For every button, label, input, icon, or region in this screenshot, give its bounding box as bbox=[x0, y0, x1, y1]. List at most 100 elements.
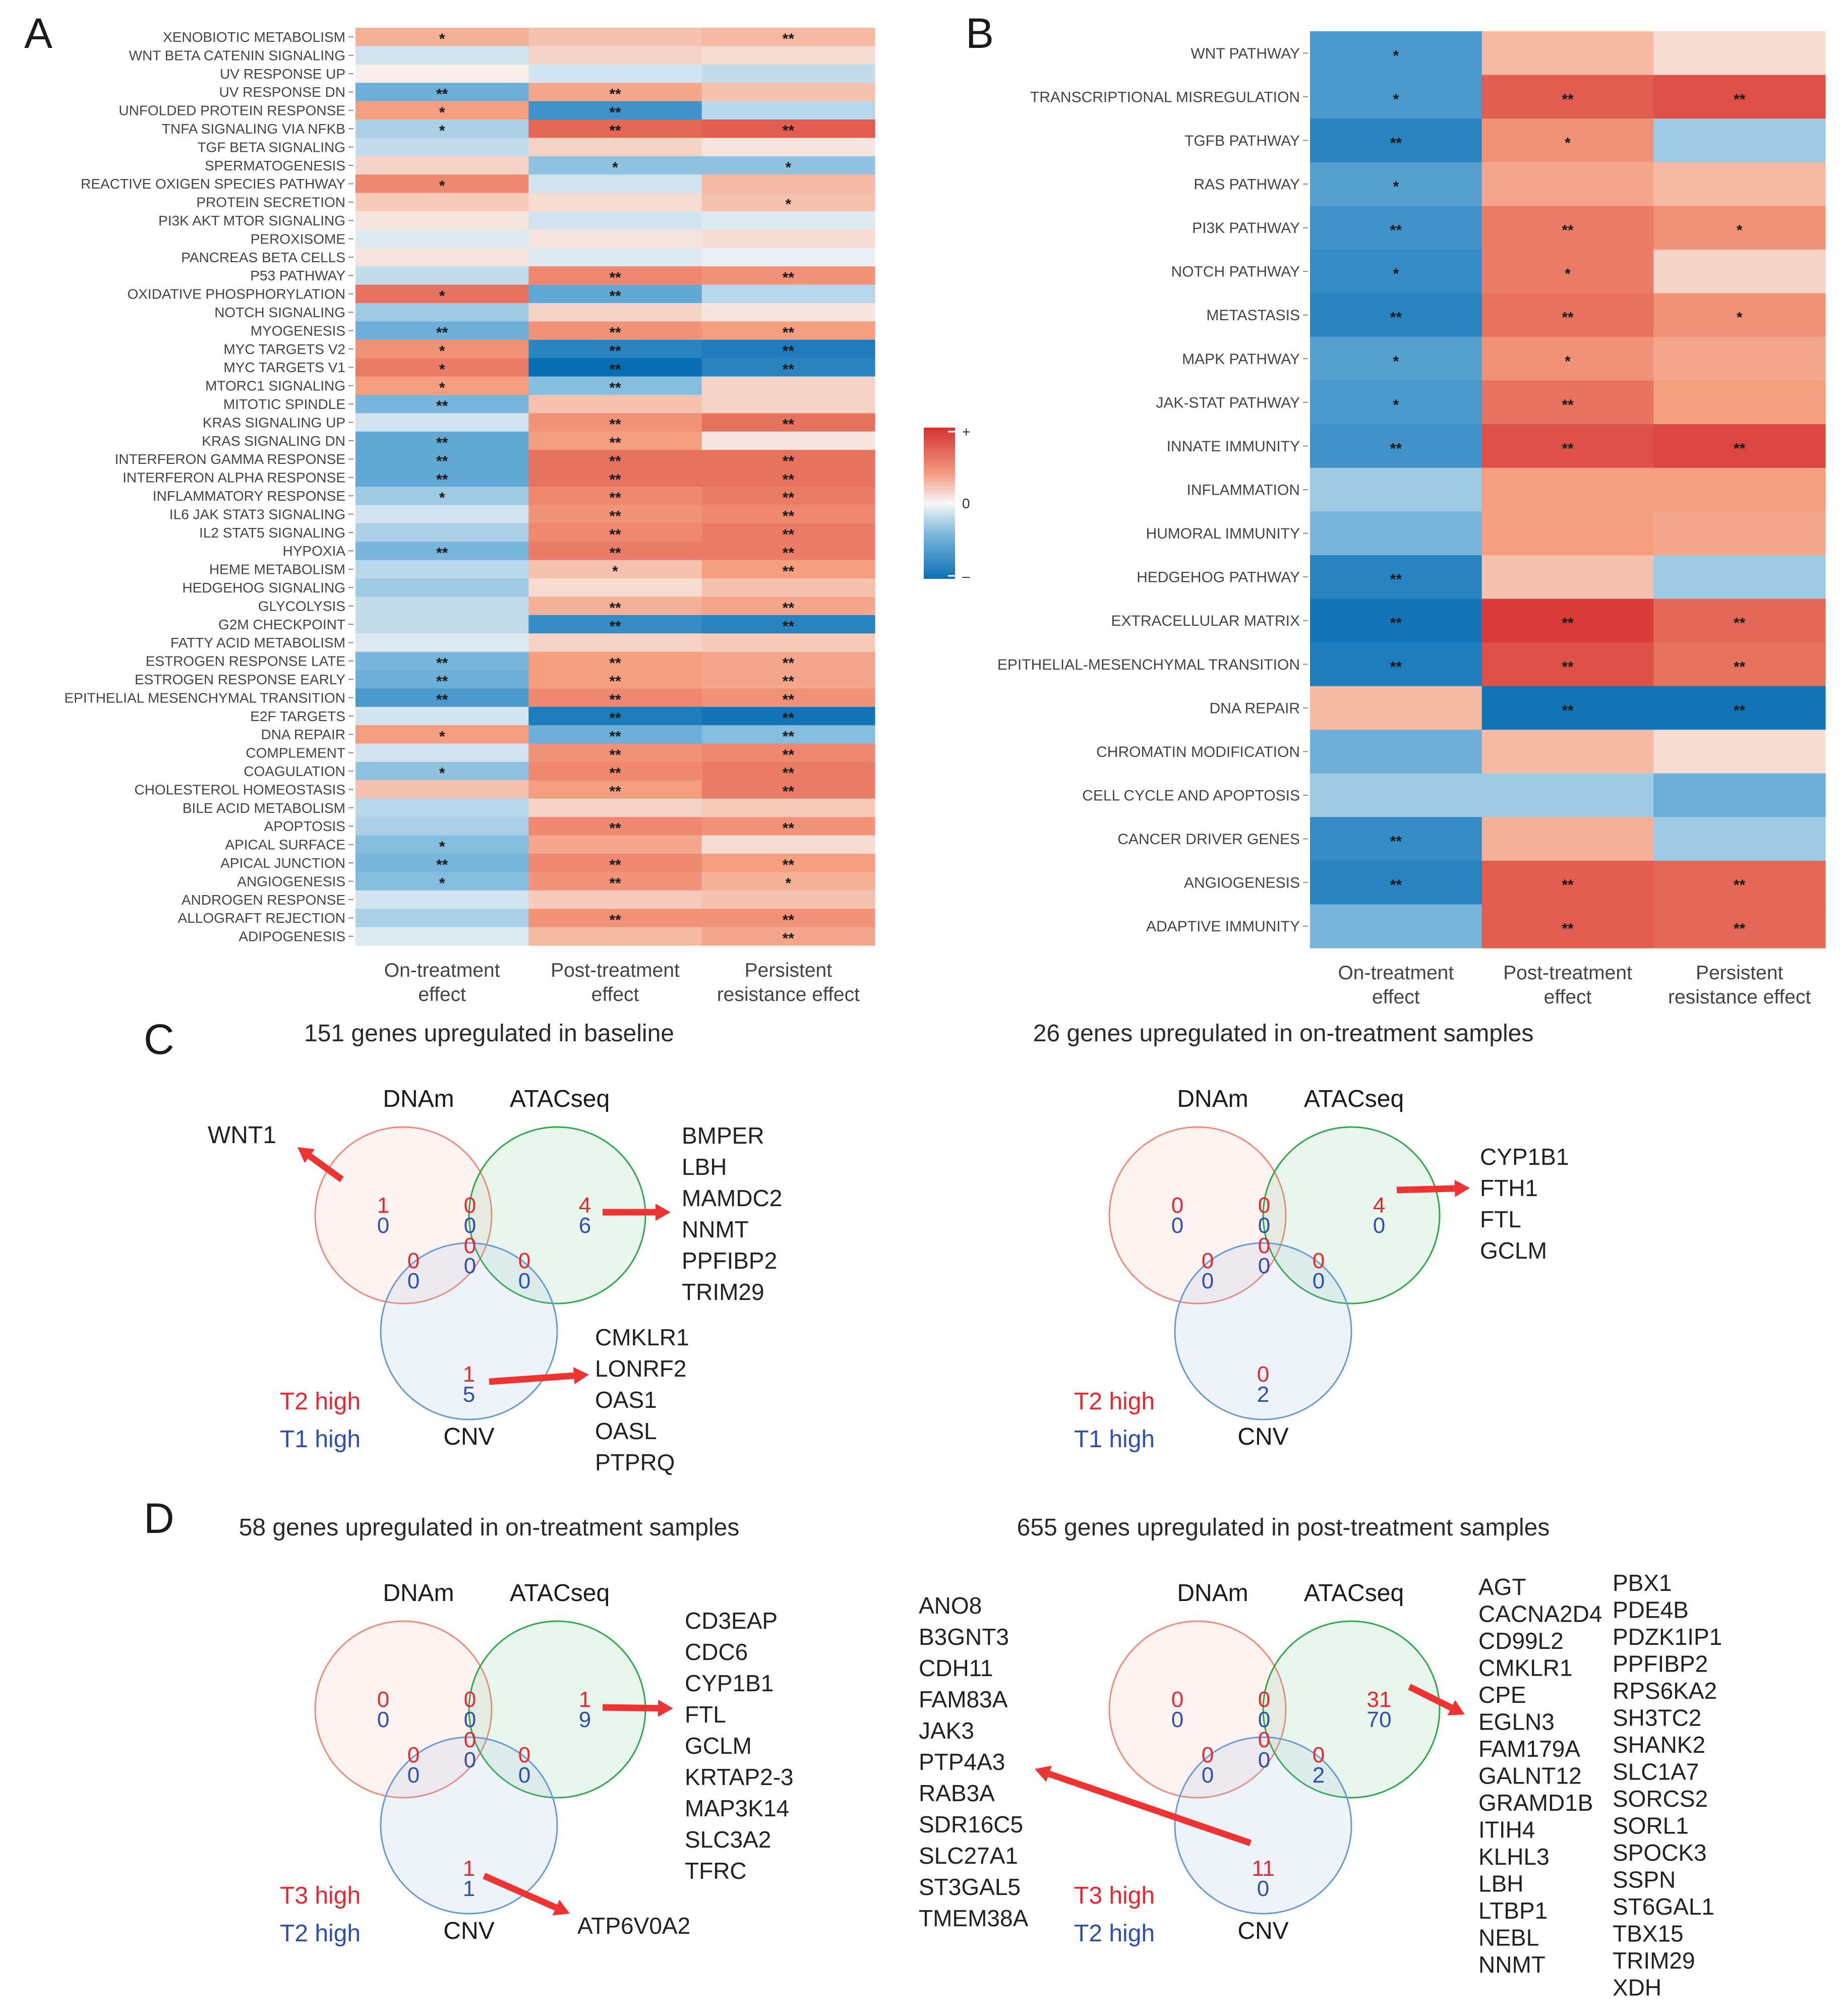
gene-label: B3GNT3 bbox=[919, 1624, 1009, 1650]
significance-mark: ** bbox=[1734, 615, 1746, 632]
gene-label: CDC6 bbox=[685, 1639, 748, 1665]
heat-cell bbox=[355, 872, 529, 891]
heat-cell bbox=[528, 174, 702, 194]
callout-arrow-shaft bbox=[483, 1873, 558, 1911]
significance-mark: * bbox=[785, 875, 791, 892]
heat-cell bbox=[355, 284, 529, 304]
gene-label: FTL bbox=[685, 1701, 726, 1728]
row-label: MITOTIC SPINDLE bbox=[223, 396, 345, 412]
significance-mark: ** bbox=[783, 325, 795, 341]
significance-mark: ** bbox=[609, 765, 621, 782]
gene-label: NEBL bbox=[1478, 1925, 1539, 1951]
heat-cell bbox=[701, 28, 875, 46]
heat-cell bbox=[355, 780, 529, 799]
significance-mark: ** bbox=[436, 86, 448, 102]
gene-label: CMKLR1 bbox=[1478, 1655, 1573, 1681]
significance-mark: ** bbox=[609, 123, 621, 139]
row-label: ADAPTIVE IMMUNITY bbox=[1146, 918, 1300, 935]
heat-cell bbox=[1653, 467, 1826, 512]
heat-cell bbox=[1481, 860, 1654, 905]
callout-arrow-head bbox=[552, 1900, 570, 1916]
count-high-b: 0 bbox=[464, 1748, 476, 1772]
significance-mark: ** bbox=[783, 618, 795, 635]
row-label: INTERFERON ALPHA RESPONSE bbox=[123, 470, 345, 486]
dnam-circle bbox=[314, 1620, 493, 1799]
heat-cell bbox=[701, 743, 875, 762]
significance-mark: ** bbox=[1390, 877, 1402, 894]
heat-cell bbox=[1653, 249, 1826, 294]
significance-mark: * bbox=[439, 177, 445, 194]
gene-label: FTL bbox=[1480, 1206, 1521, 1232]
significance-mark: ** bbox=[1390, 222, 1402, 239]
row-label: WNT PATHWAY bbox=[1191, 45, 1300, 62]
column-label: resistance effect bbox=[1668, 986, 1811, 1008]
row-label: EPITHELIAL MESENCHYMAL TRANSITION bbox=[64, 690, 345, 705]
row-label: ESTROGEN RESPONSE LATE bbox=[146, 654, 345, 669]
significance-mark: * bbox=[1393, 266, 1399, 282]
callout-arrow-head bbox=[656, 1204, 671, 1221]
heat-cell bbox=[1481, 249, 1654, 294]
row-label: CANCER DRIVER GENES bbox=[1117, 831, 1300, 848]
heat-cell bbox=[528, 321, 702, 340]
row-label: GLYCOLYSIS bbox=[258, 598, 345, 614]
gene-label: LTBP1 bbox=[1478, 1898, 1548, 1924]
heat-cell bbox=[701, 413, 875, 432]
gene-label: KRTAP2-3 bbox=[685, 1764, 794, 1790]
significance-mark: * bbox=[1393, 47, 1399, 64]
gene-label: ST6GAL1 bbox=[1613, 1893, 1714, 1920]
heat-cell bbox=[355, 762, 529, 781]
significance-mark: ** bbox=[609, 747, 621, 763]
colorbar-minus-label: – bbox=[962, 568, 970, 584]
row-label: TGFB PATHWAY bbox=[1184, 133, 1300, 149]
count-high-a: 0 bbox=[1171, 1193, 1183, 1218]
column-label: effect bbox=[591, 984, 639, 1005]
significance-mark: * bbox=[439, 839, 445, 855]
count-high-a: 0 bbox=[1313, 1249, 1325, 1273]
heat-cell bbox=[528, 578, 702, 597]
cnv-circle bbox=[1174, 1242, 1352, 1420]
heat-cell bbox=[355, 174, 529, 194]
heat-cell bbox=[701, 284, 875, 304]
heat-cell bbox=[1310, 337, 1482, 381]
significance-mark: * bbox=[439, 875, 445, 892]
count-high-b: 0 bbox=[1171, 1707, 1183, 1732]
heat-cell bbox=[1310, 817, 1482, 861]
heat-cell bbox=[1310, 686, 1482, 730]
legend-high-a: T3 high bbox=[1074, 1882, 1155, 1909]
significance-mark: ** bbox=[783, 343, 795, 360]
count-high-b: 9 bbox=[579, 1707, 591, 1732]
heat-cell bbox=[701, 651, 875, 671]
heat-cell bbox=[701, 211, 875, 230]
gene-label: ANO8 bbox=[919, 1592, 982, 1619]
heat-cell bbox=[528, 542, 702, 561]
panel-label-d: D bbox=[144, 1495, 174, 1542]
row-label: TGF BETA SIGNALING bbox=[197, 139, 345, 155]
count-high-a: 0 bbox=[1258, 1728, 1270, 1752]
heat-cell bbox=[1481, 380, 1654, 425]
set-label-cnv: CNV bbox=[1237, 1424, 1288, 1450]
heat-cell bbox=[701, 431, 875, 450]
row-label: MYOGENESIS bbox=[251, 323, 345, 338]
row-label: RAS PATHWAY bbox=[1194, 176, 1300, 193]
heat-cell bbox=[701, 854, 875, 872]
heat-cell bbox=[701, 762, 875, 781]
heat-cell bbox=[528, 615, 702, 634]
significance-mark: ** bbox=[436, 325, 448, 341]
heat-cell bbox=[528, 706, 702, 726]
count-high-b: 0 bbox=[1171, 1213, 1183, 1238]
count-high-a: 4 bbox=[579, 1193, 591, 1218]
significance-mark: * bbox=[612, 159, 618, 176]
row-label: NOTCH SIGNALING bbox=[214, 305, 345, 320]
row-label: PI3K PATHWAY bbox=[1192, 220, 1300, 236]
gene-label: LBH bbox=[1478, 1871, 1523, 1897]
heat-cell bbox=[528, 909, 702, 928]
heat-cell bbox=[528, 284, 702, 304]
significance-mark: ** bbox=[609, 655, 621, 672]
significance-mark: ** bbox=[609, 490, 621, 506]
gene-label: BMPER bbox=[682, 1122, 764, 1149]
colorbar: + 0 – bbox=[924, 424, 970, 584]
gene-label: OASL bbox=[595, 1418, 657, 1444]
significance-mark: * bbox=[439, 343, 445, 360]
venn-title: 58 genes upregulated in on-treatment sam… bbox=[239, 1514, 740, 1541]
count-high-b: 6 bbox=[579, 1213, 591, 1238]
